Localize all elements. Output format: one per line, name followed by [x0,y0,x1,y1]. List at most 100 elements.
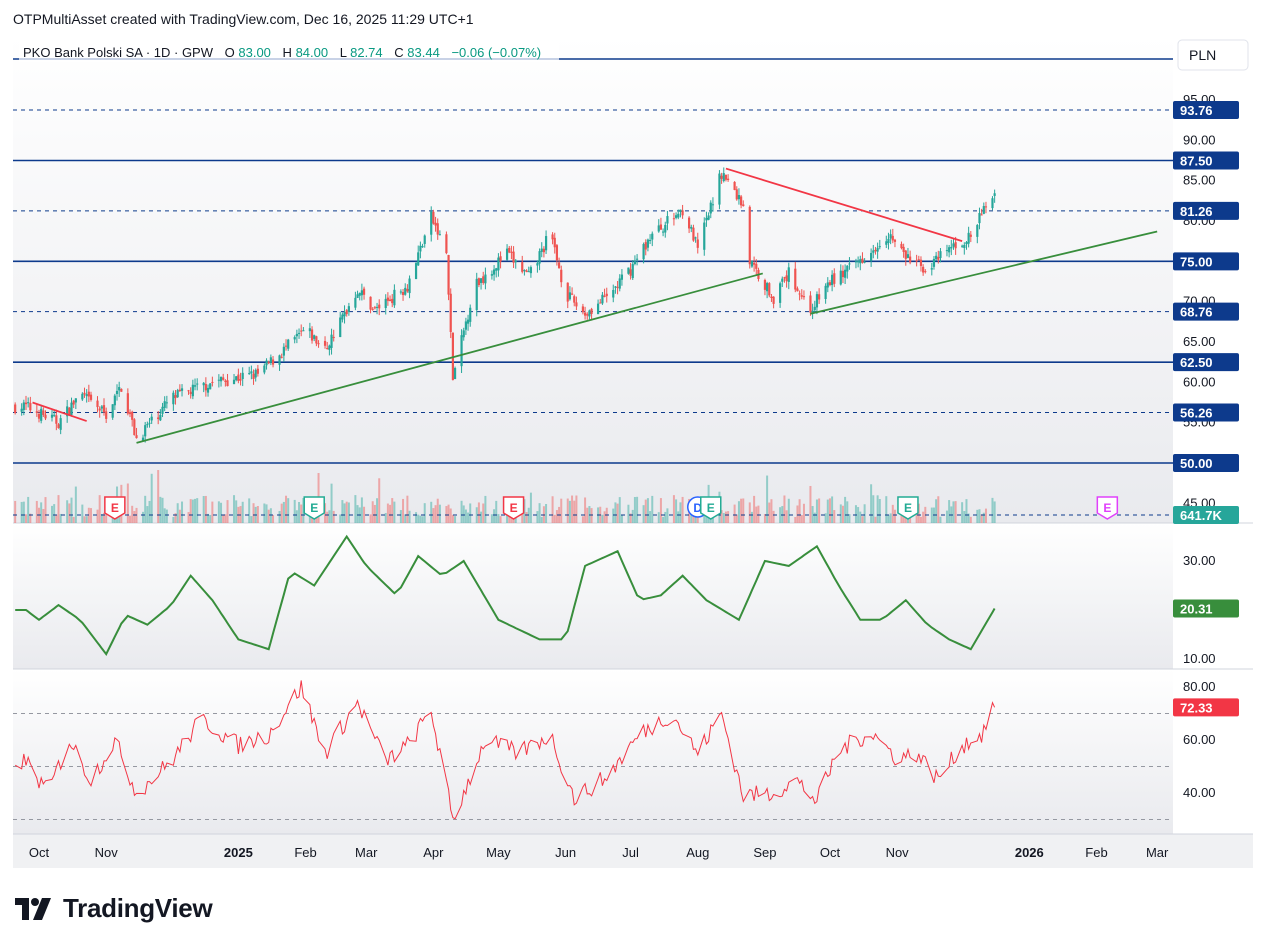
volume-bar [181,501,184,523]
candle-body [935,255,938,260]
price-level-badge-56.26[interactable]: 56.26 [1173,403,1239,422]
candle-body [930,268,933,270]
price-level-badge-68.76[interactable]: 68.76 [1173,302,1239,321]
candle-body [833,273,836,284]
candle-body [703,222,706,250]
candle-body [542,248,546,253]
volume-bar [438,504,441,523]
earnings-badge [700,496,722,520]
trendline-green-0[interactable] [136,272,764,444]
event-marker-E-0[interactable]: E [104,496,126,520]
trendline-red-2[interactable] [725,167,963,243]
candle-body [434,222,437,226]
volume-bar [20,501,23,523]
price-level-badge-62.50[interactable]: 62.50 [1173,353,1239,372]
event-marker-E-1[interactable]: E [303,496,325,520]
candle-body [993,193,996,196]
volume-bar [963,511,966,523]
volume-bar [846,501,849,523]
candle-body [328,345,331,350]
candle-body [248,373,251,375]
event-marker-E-5[interactable]: E [897,496,919,520]
event-marker-E-6[interactable]: E [1096,496,1119,520]
volume-bar [935,499,938,523]
candle-body [737,195,741,200]
candle-body [358,292,361,296]
candle-body [462,330,465,338]
volume-bar [217,501,220,523]
time-axis-label-feb-14: Feb [1085,845,1107,860]
time-axis-label-apr-5: Apr [423,845,444,860]
volume-bar [40,502,43,523]
volume-bar [978,509,981,523]
price-level-badge-62.50-text: 62.50 [1180,355,1213,370]
currency-button[interactable]: PLN [1177,39,1249,71]
candle-body [733,181,736,190]
volume-bar [163,508,166,523]
candle-body [718,173,721,205]
candle-body [172,392,175,405]
candle-body [826,282,829,288]
event-marker-E-2[interactable]: E [502,496,525,520]
volume-bar [614,502,617,523]
trendline-red-3[interactable] [32,401,87,422]
volume-bar [575,495,578,523]
volume-bar [603,511,606,523]
candles-layer [14,167,996,443]
volume-bar [616,503,619,523]
candle-body [588,310,591,317]
tradingview-logo[interactable]: TradingView [15,893,213,924]
volume-bar [176,503,179,523]
candle-body [648,240,652,242]
candle-body [282,346,285,356]
adx-last-badge[interactable]: 20.31 [1173,599,1239,618]
earnings-badge [104,496,126,520]
trendlines-layer[interactable] [32,167,1158,444]
candle-body [373,307,376,309]
volume-bar [922,511,925,523]
volume-bar [248,498,251,523]
candle-body [527,271,530,273]
candle-body [742,204,745,207]
volume-bar [798,499,801,523]
price-level-badge-93.76[interactable]: 93.76 [1173,101,1239,120]
candle-body [37,413,41,419]
volume-bar [601,514,604,523]
volume-last-badge[interactable]: 641.7K [1173,506,1239,524]
price-level-badge-50.00[interactable]: 50.00 [1173,454,1239,472]
candle-body [694,237,697,239]
candle-body [126,393,129,414]
candle-body [360,290,363,296]
candle-body [950,246,953,249]
volume-bar [454,516,457,523]
candle-body [540,248,543,252]
price-level-badge-75.00[interactable]: 75.00 [1173,252,1239,271]
volume-bar [657,512,660,523]
rsi-last-badge[interactable]: 72.33 [1173,698,1239,717]
event-marker-E-4[interactable]: E [700,496,722,520]
candle-body [42,410,45,415]
candle-body [811,310,814,313]
price-tick-85.00: 85.00 [1183,173,1216,188]
candle-body [165,402,168,404]
volume-bar [70,497,73,523]
candle-body [841,270,845,278]
price-level-badge-50.00-text: 50.00 [1180,456,1213,471]
currency-label: PLN [1189,47,1216,63]
volume-bar [796,505,799,523]
price-level-badge-81.26[interactable]: 81.26 [1173,201,1239,220]
candle-body [35,411,38,413]
volume-bar [408,510,411,523]
trendline-green-1[interactable] [810,230,1158,315]
volume-bar [772,510,775,523]
price-level-badge-87.50[interactable]: 87.50 [1173,151,1239,170]
candle-body [174,395,177,399]
candle-body [902,246,905,252]
volume-bar [980,514,983,523]
candle-body [68,407,71,415]
volume-bar [885,496,888,523]
price-level-badge-68.76-bg [1173,302,1239,321]
